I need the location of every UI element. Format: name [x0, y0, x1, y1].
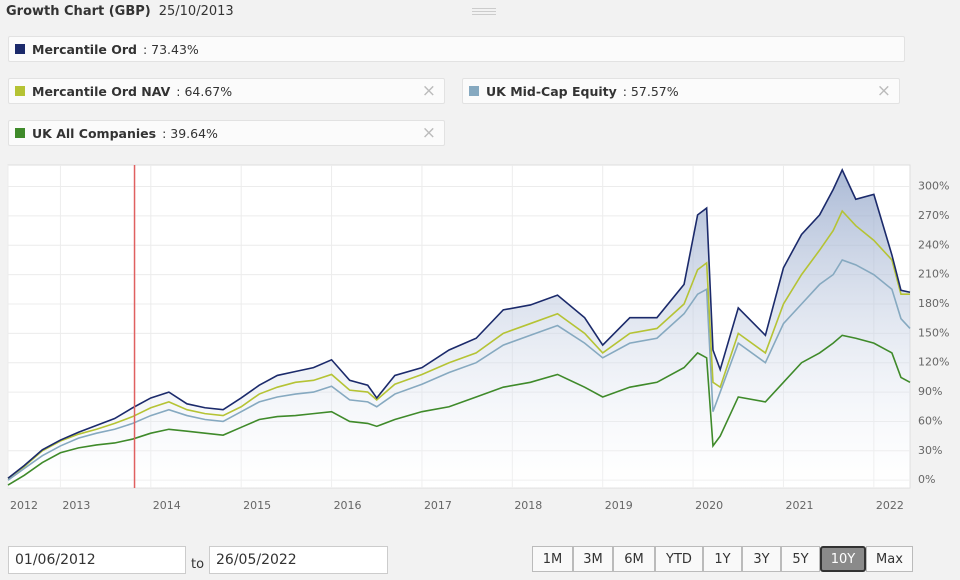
range-button[interactable]: 1Y [703, 546, 742, 572]
legend-item: Mercantile Ord : 73.43% [8, 36, 905, 62]
line [7, 167, 911, 479]
legend-change: : 57.57% [622, 83, 679, 99]
date: 25/10/2013 [158, 4, 234, 19]
legend-change: : 39.64% [162, 125, 218, 141]
x-tick-label: 2018 [514, 499, 542, 512]
y-tick-label: 210% [918, 268, 949, 281]
range-button[interactable]: 1M [532, 546, 573, 572]
to-date-input[interactable]: 26/05/2022 [209, 546, 388, 574]
legend-swatch [15, 44, 25, 54]
legend-name: UK All Companies [32, 125, 157, 141]
legend-name: UK Mid-Cap Equity [486, 83, 617, 99]
legend-swatch [15, 86, 25, 96]
x-tick-label: 2016 [334, 499, 362, 512]
y-tick-label: 0% [918, 473, 935, 486]
y-tick-label: 270% [918, 209, 949, 222]
range-button[interactable]: Max [866, 546, 913, 572]
range-button[interactable]: YTD [655, 546, 703, 572]
title: Growth Chart (GBP) [6, 4, 151, 19]
y-tick-label: 180% [918, 297, 949, 310]
plot [7, 165, 911, 489]
range-button[interactable]: 3M [573, 546, 613, 572]
legend-change: : 64.67% [176, 83, 233, 99]
legend-item: Mercantile Ord NAV : 64.67% × [8, 78, 445, 104]
y-tick-label: 120% [918, 356, 949, 369]
x-tick-label: 2017 [424, 499, 452, 512]
to-label: to [191, 557, 205, 572]
x-tick-label: 2020 [695, 499, 723, 512]
remove-button[interactable]: × [421, 81, 436, 101]
legend-item: UK Mid-Cap Equity : 57.57% × [462, 78, 900, 104]
x-tick-label: 2021 [785, 499, 813, 512]
remove-button[interactable]: × [876, 81, 891, 101]
x-tick-label: 2019 [605, 499, 633, 512]
legend-swatch [469, 86, 479, 96]
y-tick-label: 30% [918, 444, 942, 457]
range-button[interactable]: 5Y [781, 546, 820, 572]
y-tick-label: 60% [918, 414, 942, 427]
x-tick-label: 2022 [876, 499, 904, 512]
y-tick-label: 300% [918, 180, 949, 193]
legend-swatch [15, 128, 25, 138]
legend-item: UK All Companies : 39.64% × [8, 120, 445, 146]
y-tick-label: 240% [918, 238, 949, 251]
area [8, 169, 910, 489]
from-date-input[interactable]: 01/06/2012 [8, 546, 186, 574]
line [7, 209, 910, 479]
legend-change: : 73.43% [142, 41, 199, 57]
line [7, 334, 911, 486]
line [7, 258, 911, 481]
range-button[interactable]: 3Y [742, 546, 781, 572]
range-button[interactable]: 6M [613, 546, 655, 572]
remove-button[interactable]: × [421, 123, 436, 143]
x-tick-label: 2015 [243, 499, 271, 512]
legend-name: Mercantile Ord [32, 41, 137, 57]
y-tick-label: 90% [918, 385, 942, 398]
x-tick-label: 2013 [62, 499, 90, 512]
x-tick-label: 2014 [153, 499, 181, 512]
header: Growth Chart (GBP) 25/10/2013 [6, 4, 234, 19]
chart: 0% 30% 60% 90% 120% 150% 180% 210% 240% 270% 300% 2… [7, 164, 949, 512]
y-tick-label: 150% [918, 326, 949, 339]
legend-name: Mercantile Ord NAV [32, 83, 171, 99]
x-tick-label: 2012 [10, 499, 38, 512]
range-button[interactable]: 10Y [820, 546, 866, 572]
drag-handle[interactable] [472, 8, 496, 15]
